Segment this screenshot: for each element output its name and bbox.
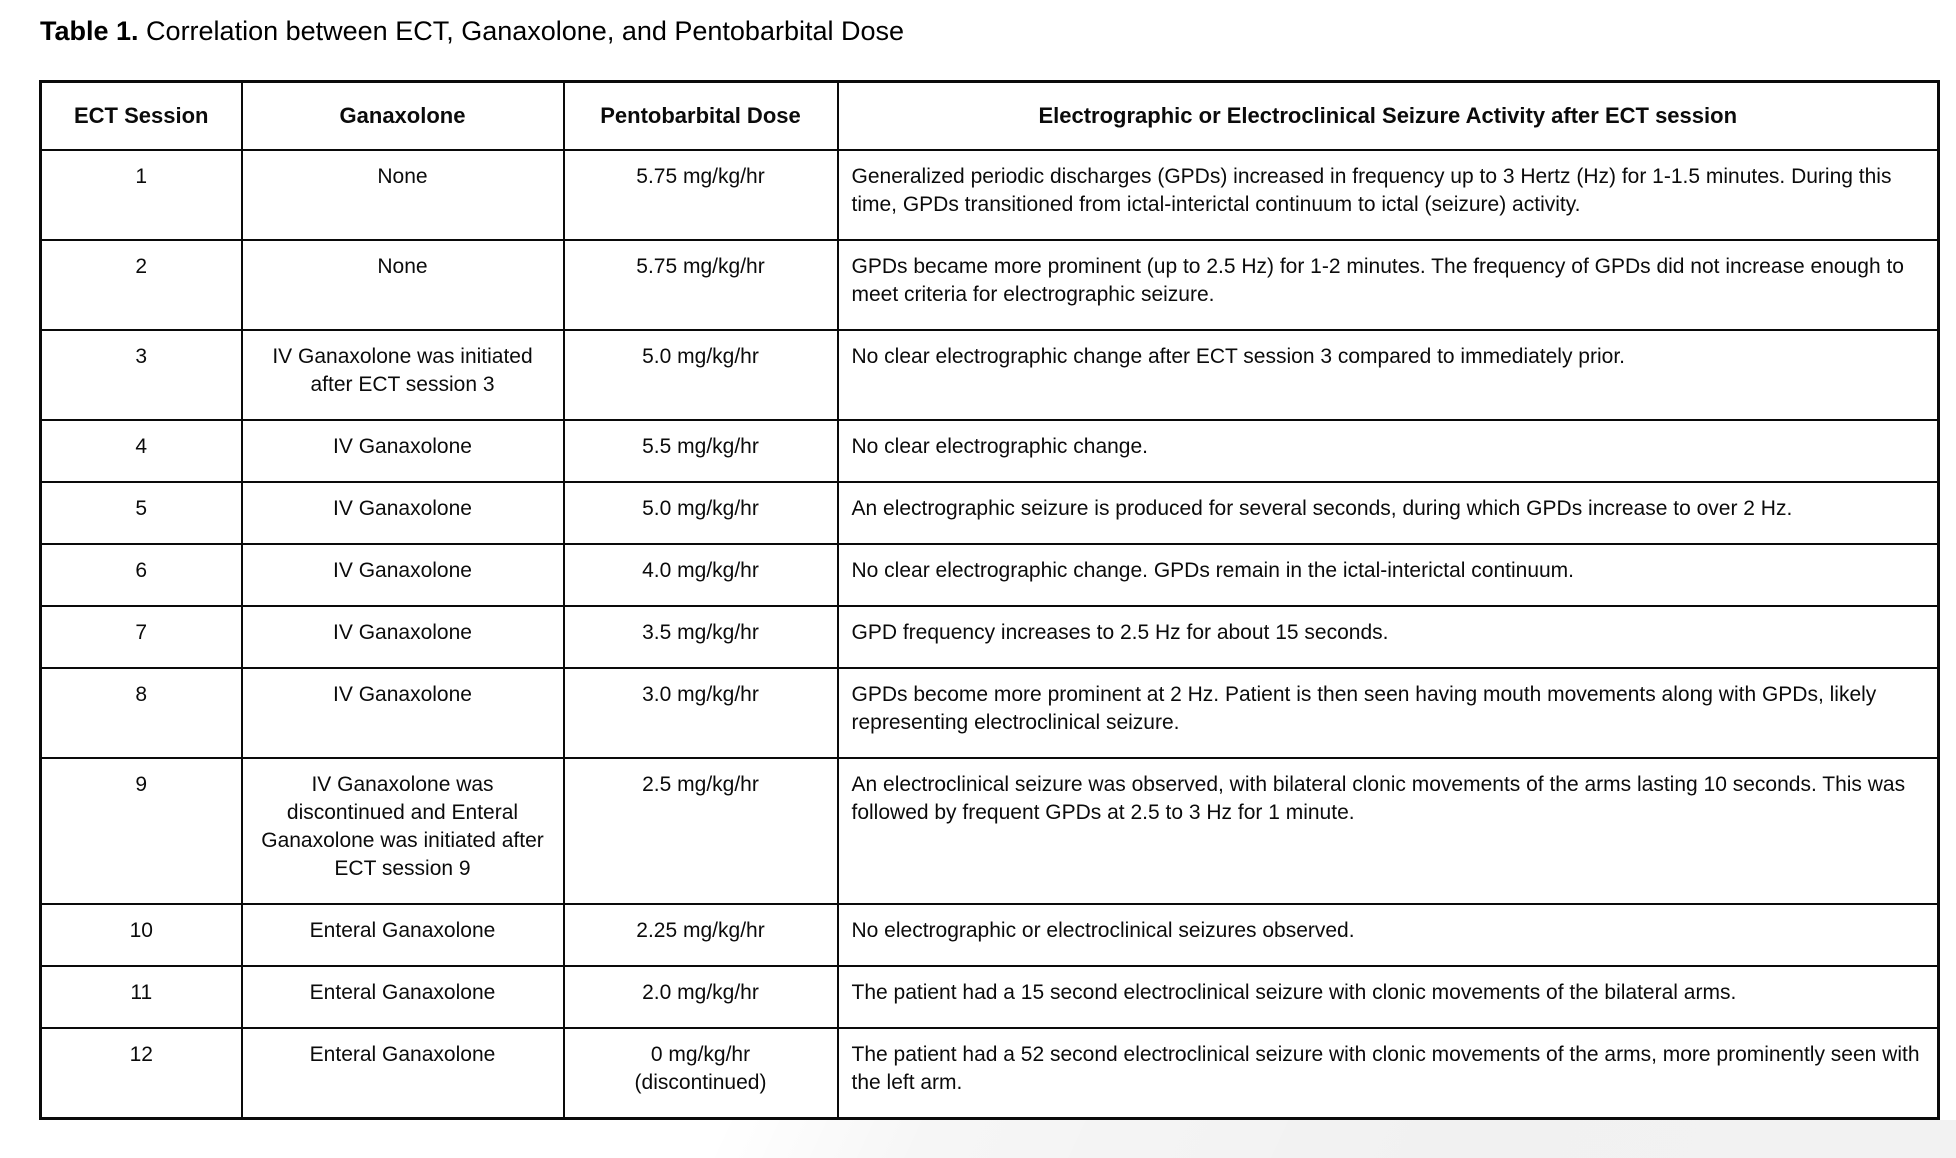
table-row: 9 IV Ganaxolone was discontinued and Ent…: [39, 757, 1940, 905]
ganaxolone-cell: None: [240, 239, 565, 331]
ect-session-cell: 8: [39, 667, 243, 759]
seizure-activity-cell: The patient had a 52 second electroclini…: [836, 1027, 1940, 1120]
ect-session-cell: 5: [39, 481, 243, 545]
column-header-pentobarbital-dose: Pentobarbital Dose: [562, 80, 839, 151]
table-body: 1 None 5.75 mg/kg/hr Generalized periodi…: [39, 149, 1940, 1120]
page-title: Table 1. Correlation between ECT, Ganaxo…: [40, 14, 904, 48]
pentobarbital-dose-cell: 2.5 mg/kg/hr: [562, 757, 839, 905]
ganaxolone-cell: Enteral Ganaxolone: [240, 1027, 565, 1120]
table-row: 4 IV Ganaxolone 5.5 mg/kg/hr No clear el…: [39, 419, 1940, 483]
ect-session-cell: 4: [39, 419, 243, 483]
seizure-activity-cell: No clear electrographic change. GPDs rem…: [836, 543, 1940, 607]
pentobarbital-dose-cell: 5.0 mg/kg/hr: [562, 481, 839, 545]
ect-session-cell: 1: [39, 149, 243, 241]
pentobarbital-dose-cell: 3.5 mg/kg/hr: [562, 605, 839, 669]
column-header-seizure-activity: Electrographic or Electroclinical Seizur…: [836, 80, 1940, 151]
seizure-activity-cell: The patient had a 15 second electroclini…: [836, 965, 1940, 1029]
pentobarbital-dose-cell: 5.75 mg/kg/hr: [562, 149, 839, 241]
pentobarbital-dose-cell: 4.0 mg/kg/hr: [562, 543, 839, 607]
table-row: 8 IV Ganaxolone 3.0 mg/kg/hr GPDs become…: [39, 667, 1940, 759]
seizure-activity-cell: GPDs became more prominent (up to 2.5 Hz…: [836, 239, 1940, 331]
seizure-activity-cell: No clear electrographic change after ECT…: [836, 329, 1940, 421]
ganaxolone-cell: IV Ganaxolone: [240, 481, 565, 545]
ganaxolone-cell: Enteral Ganaxolone: [240, 903, 565, 967]
pentobarbital-dose-cell: 2.0 mg/kg/hr: [562, 965, 839, 1029]
ganaxolone-cell: IV Ganaxolone: [240, 667, 565, 759]
seizure-activity-cell: No electrographic or electroclinical sei…: [836, 903, 1940, 967]
seizure-activity-cell: GPD frequency increases to 2.5 Hz for ab…: [836, 605, 1940, 669]
pentobarbital-dose-cell: 5.75 mg/kg/hr: [562, 239, 839, 331]
table-title-text: Correlation between ECT, Ganaxolone, and…: [138, 16, 905, 46]
ganaxolone-cell: None: [240, 149, 565, 241]
seizure-activity-cell: An electroclinical seizure was observed,…: [836, 757, 1940, 905]
ect-session-cell: 12: [39, 1027, 243, 1120]
table-row: 6 IV Ganaxolone 4.0 mg/kg/hr No clear el…: [39, 543, 1940, 607]
column-header-ect-session: ECT Session: [39, 80, 243, 151]
pentobarbital-dose-cell: 5.0 mg/kg/hr: [562, 329, 839, 421]
ect-session-cell: 10: [39, 903, 243, 967]
ganaxolone-cell: IV Ganaxolone: [240, 543, 565, 607]
ganaxolone-cell: IV Ganaxolone was discontinued and Enter…: [240, 757, 565, 905]
ect-session-cell: 3: [39, 329, 243, 421]
ganaxolone-cell: IV Ganaxolone: [240, 419, 565, 483]
seizure-activity-cell: No clear electrographic change.: [836, 419, 1940, 483]
ganaxolone-cell: Enteral Ganaxolone: [240, 965, 565, 1029]
page-edge-shadow: [640, 1120, 1956, 1158]
table-row: 11 Enteral Ganaxolone 2.0 mg/kg/hr The p…: [39, 965, 1940, 1029]
seizure-activity-cell: GPDs become more prominent at 2 Hz. Pati…: [836, 667, 1940, 759]
table-row: 2 None 5.75 mg/kg/hr GPDs became more pr…: [39, 239, 1940, 331]
column-header-ganaxolone: Ganaxolone: [240, 80, 565, 151]
table-row: 7 IV Ganaxolone 3.5 mg/kg/hr GPD frequen…: [39, 605, 1940, 669]
pentobarbital-dose-cell: 0 mg/kg/hr (discontinued): [562, 1027, 839, 1120]
table-row: 12 Enteral Ganaxolone 0 mg/kg/hr (discon…: [39, 1027, 1940, 1120]
table-row: 1 None 5.75 mg/kg/hr Generalized periodi…: [39, 149, 1940, 241]
table-row: 10 Enteral Ganaxolone 2.25 mg/kg/hr No e…: [39, 903, 1940, 967]
pentobarbital-dose-cell: 3.0 mg/kg/hr: [562, 667, 839, 759]
table-row: 3 IV Ganaxolone was initiated after ECT …: [39, 329, 1940, 421]
table-row: 5 IV Ganaxolone 5.0 mg/kg/hr An electrog…: [39, 481, 1940, 545]
correlation-table: ECT Session Ganaxolone Pentobarbital Dos…: [39, 80, 1940, 1120]
ect-session-cell: 6: [39, 543, 243, 607]
pentobarbital-dose-cell: 5.5 mg/kg/hr: [562, 419, 839, 483]
pentobarbital-dose-cell: 2.25 mg/kg/hr: [562, 903, 839, 967]
table-header-row: ECT Session Ganaxolone Pentobarbital Dos…: [39, 80, 1940, 151]
seizure-activity-cell: Generalized periodic discharges (GPDs) i…: [836, 149, 1940, 241]
table-number-label: Table 1.: [40, 16, 139, 46]
ganaxolone-cell: IV Ganaxolone: [240, 605, 565, 669]
ect-session-cell: 11: [39, 965, 243, 1029]
ganaxolone-cell: IV Ganaxolone was initiated after ECT se…: [240, 329, 565, 421]
ect-session-cell: 7: [39, 605, 243, 669]
seizure-activity-cell: An electrographic seizure is produced fo…: [836, 481, 1940, 545]
ect-session-cell: 2: [39, 239, 243, 331]
ect-session-cell: 9: [39, 757, 243, 905]
